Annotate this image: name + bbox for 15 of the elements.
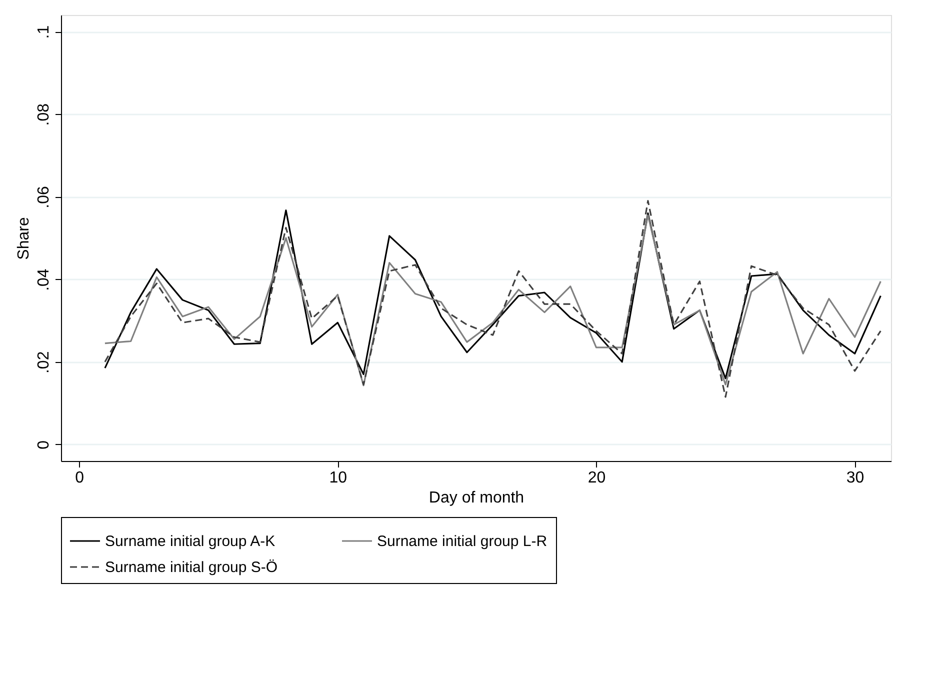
- y-tick-label: .02: [36, 351, 52, 374]
- x-tick-label: 30: [846, 470, 864, 486]
- y-tick-label: 0: [36, 440, 52, 450]
- y-tick-label: .04: [36, 268, 52, 291]
- legend-label: Surname initial group A-K: [105, 533, 276, 550]
- x-axis-title: Day of month: [428, 490, 524, 506]
- x-tick-label: 20: [588, 470, 606, 486]
- x-tick-label: 10: [329, 470, 348, 486]
- legend-label: Surname initial group S-Ö: [105, 559, 278, 576]
- y-tick-label: .06: [36, 186, 52, 208]
- x-tick-label: 0: [75, 470, 84, 486]
- y-tick-label: .1: [36, 25, 52, 39]
- y-axis-title: Share: [16, 217, 32, 260]
- legend-label: Surname initial group L-R: [377, 533, 548, 550]
- y-tick-label: .08: [36, 103, 52, 126]
